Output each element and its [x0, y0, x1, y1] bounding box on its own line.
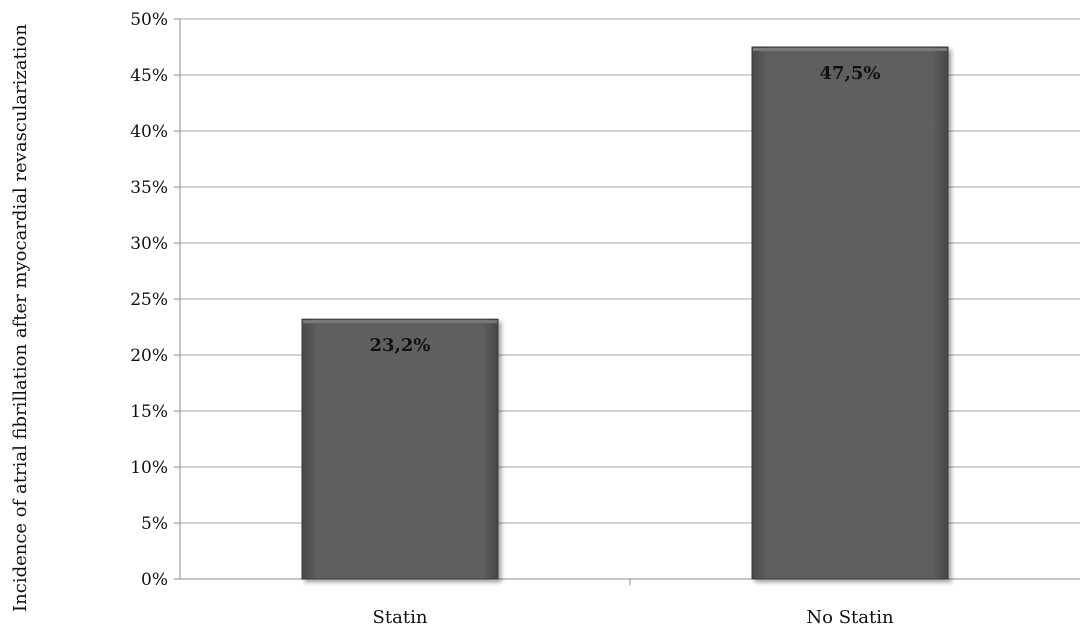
- y-tick-label: 25%: [130, 290, 168, 310]
- y-tick-label: 20%: [130, 346, 168, 366]
- y-tick-label: 45%: [130, 66, 168, 86]
- bar-no-statin: [751, 46, 949, 580]
- y-tick-label: 35%: [130, 178, 168, 198]
- bars: [301, 46, 949, 580]
- y-tick-label: 10%: [130, 458, 168, 478]
- y-tick-label: 30%: [130, 234, 168, 254]
- bar-statin: [301, 318, 499, 580]
- y-tick-label: 40%: [130, 122, 168, 142]
- y-tick-label: 50%: [130, 10, 168, 30]
- y-axis-title: Incidence of atrial fibrillation after m…: [10, 24, 31, 612]
- labels: 0% 5% 10% 15% 20% 25% 30% 35% 40% 45% 50% 23,2% Stat…: [130, 10, 894, 628]
- y-tick-label: 5%: [141, 514, 168, 534]
- bar-top-highlight: [303, 320, 497, 324]
- x-category-label: No Statin: [806, 607, 894, 628]
- y-tick-label: 15%: [130, 402, 168, 422]
- data-label: 23,2%: [370, 335, 431, 356]
- data-label: 47,5%: [820, 63, 881, 84]
- x-category-label: Statin: [373, 607, 428, 628]
- y-tick-label: 0%: [141, 570, 168, 590]
- bar-top-highlight: [753, 48, 947, 51]
